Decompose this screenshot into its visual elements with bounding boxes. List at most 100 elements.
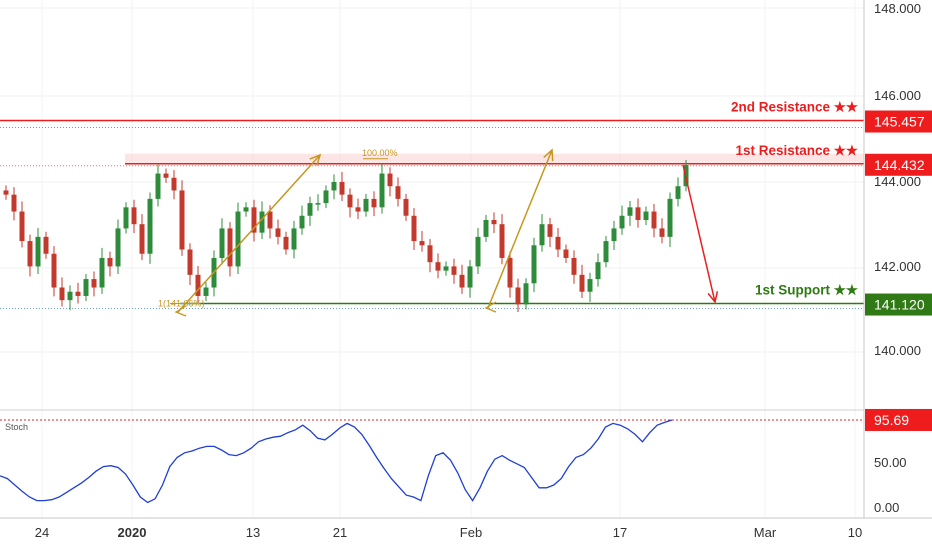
projection-arrow-2-tail — [484, 301, 497, 313]
candle-body — [523, 283, 529, 305]
candle-body — [635, 207, 641, 220]
candle-body — [451, 266, 457, 275]
candle-body — [403, 198, 409, 216]
fib-label-end: 100.00% — [362, 148, 398, 158]
candle-body — [163, 173, 169, 178]
candle-body — [491, 219, 497, 225]
x-tick-label: 2020 — [118, 525, 147, 540]
candle-body — [227, 228, 233, 267]
level-label: 1st Resistance ★★ — [735, 143, 858, 158]
candle-body — [539, 224, 545, 246]
candle-body — [115, 228, 121, 267]
candle-body — [3, 190, 9, 195]
candle-body — [531, 245, 537, 284]
candle-body — [331, 182, 337, 191]
candle-body — [307, 203, 313, 216]
y-tick-label: 146.000 — [874, 88, 921, 103]
stoch-y-tick-label: 0.00 — [874, 500, 899, 515]
y-tick-label: 140.000 — [874, 343, 921, 358]
candle-body — [59, 287, 65, 301]
candle-body — [347, 194, 353, 208]
candle-body — [499, 224, 505, 258]
y-tick-label: 148.000 — [874, 1, 921, 16]
candle-body — [27, 241, 33, 267]
candle-body — [667, 198, 673, 237]
candle-body — [299, 215, 305, 229]
candle-body — [147, 198, 153, 254]
candle-body — [395, 186, 401, 199]
candle-body — [179, 190, 185, 250]
candle-body — [323, 190, 329, 204]
candle-body — [219, 228, 225, 258]
candle-body — [563, 249, 569, 258]
stoch-badge-text: 95.69 — [874, 412, 909, 428]
x-tick-label: 17 — [613, 525, 627, 540]
candle-body — [571, 257, 577, 275]
candle-body — [643, 211, 649, 220]
x-tick-label: 13 — [246, 525, 260, 540]
candle-body — [107, 257, 113, 267]
candle-body — [315, 203, 321, 205]
stoch-line — [0, 419, 673, 504]
x-tick-label: 24 — [35, 525, 49, 540]
price-badge — [865, 110, 932, 133]
candle-body — [627, 207, 633, 216]
x-tick-label: Mar — [754, 525, 777, 540]
candle-body — [51, 253, 57, 288]
candle-body — [475, 236, 481, 267]
candle-body — [419, 241, 425, 246]
bearish-arrow-head — [707, 291, 719, 304]
candle-body — [515, 287, 521, 305]
candle-body — [195, 274, 201, 296]
candle-body — [283, 236, 289, 250]
candle-body — [43, 236, 49, 254]
candle-body — [595, 262, 601, 280]
candle-body — [267, 211, 273, 229]
y-tick-label: 142.000 — [874, 259, 921, 274]
candle-body — [155, 173, 161, 199]
resistance-zone — [125, 153, 864, 164]
candle-body — [339, 182, 345, 195]
candle-body — [659, 228, 665, 237]
candle-body — [259, 211, 265, 233]
candle-body — [619, 215, 625, 229]
price-levels: 2nd Resistance ★★ 145.457 1st Resistance ★… — [0, 100, 932, 316]
price-badge — [865, 293, 932, 316]
projection-arrow-2-head — [543, 148, 554, 162]
candle-body — [555, 236, 561, 250]
candle-body — [91, 279, 97, 288]
candle-body — [11, 194, 17, 212]
candle-body — [355, 207, 361, 212]
candle-body — [171, 177, 177, 191]
candle-body — [435, 262, 441, 271]
candle-body — [603, 241, 609, 263]
stoch-title: Stoch — [5, 422, 28, 432]
candle-body — [443, 266, 449, 271]
candle-body — [275, 228, 281, 237]
candle-body — [467, 266, 473, 288]
candle-body — [587, 279, 593, 292]
candle-body — [547, 224, 553, 237]
projection-arrow-2 — [487, 149, 553, 309]
candle-body — [611, 228, 617, 242]
projection-arrow-1-head — [309, 153, 322, 166]
candle-body — [123, 207, 129, 229]
candle-body — [19, 211, 25, 242]
candle-body — [67, 291, 73, 301]
x-tick-label: Feb — [460, 525, 482, 540]
candle-body — [251, 207, 257, 233]
candle-body — [243, 207, 249, 212]
candle-body — [291, 228, 297, 250]
candle-body — [83, 279, 89, 296]
stoch-y-tick-label: 50.00 — [874, 455, 907, 470]
price-badge — [865, 153, 932, 176]
x-tick-label: 10 — [848, 525, 862, 540]
candle-body — [459, 274, 465, 288]
x-tick-label: 21 — [333, 525, 347, 540]
candle-body — [411, 215, 417, 242]
candle-body — [363, 198, 369, 212]
candle-body — [75, 291, 81, 296]
candlesticks — [3, 160, 689, 312]
candle-body — [675, 186, 681, 199]
